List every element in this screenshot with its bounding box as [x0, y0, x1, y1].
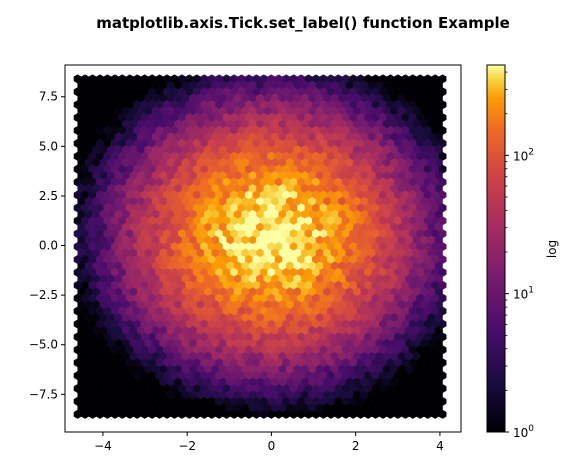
hexbin-cell [408, 409, 417, 419]
hexbin-cell [386, 409, 395, 419]
hexbin-cell [207, 409, 216, 419]
hexbin-cell [110, 409, 119, 419]
colorbar-label: log [545, 240, 559, 258]
hexbin-cell [252, 409, 261, 419]
hexbin-cell [438, 409, 447, 419]
hexbin-cell [259, 409, 268, 419]
axes-frame [64, 64, 462, 433]
y-tick-label: 7.5 [39, 90, 58, 104]
colorbar-tick-label: 101 [513, 286, 534, 302]
y-axis: −7.5 −5.0 −2.5 0.0 2.5 5.0 7.5 [29, 90, 65, 401]
hexbin-cell [81, 409, 90, 419]
chart-title: matplotlib.axis.Tick.set_label() functio… [96, 14, 510, 32]
colorbar-gradient [487, 65, 505, 432]
y-tick-label: 0.0 [39, 239, 58, 253]
hexbin-cell [118, 409, 127, 419]
hexbin-cell [125, 409, 134, 419]
hexbin-cell [319, 409, 328, 419]
hexbin-cell [282, 409, 291, 419]
hexbin-cell [416, 409, 425, 419]
colorbar-ticks: 100 101 102 [505, 71, 534, 440]
hexbin-cell [215, 409, 224, 419]
y-tick-label: −2.5 [29, 288, 58, 302]
hexbin-cell [140, 409, 149, 419]
hexbin-cells [73, 74, 447, 419]
hexbin-cell [230, 409, 238, 419]
hexbin-cell [163, 409, 171, 419]
x-tick-label: 4 [436, 439, 444, 453]
hexbin-cell [356, 409, 365, 419]
hexbin-cell [341, 409, 350, 419]
hexbin-cell [73, 409, 82, 419]
hexbin-cell [364, 409, 373, 419]
hexbin-cell [289, 409, 298, 419]
hexbin-cell [88, 409, 97, 419]
hexbin-cell [431, 409, 440, 419]
hexbin-cell [334, 409, 343, 419]
hexbin-cell [304, 409, 313, 419]
y-tick-label: 2.5 [39, 189, 58, 203]
x-tick-label: 0 [268, 439, 276, 453]
hexbin-cell [393, 409, 402, 419]
y-tick-label: −7.5 [29, 387, 58, 401]
x-tick-label: 2 [352, 439, 360, 453]
colorbar-tick-label: 100 [513, 424, 534, 440]
x-tick-label: −2 [178, 439, 196, 453]
hexbin-cell [96, 409, 104, 419]
colorbar-tick-label: 102 [513, 147, 534, 163]
hexbin-cell [274, 409, 283, 419]
colorbar: 100 101 102 log [486, 64, 559, 440]
hexbin-cell [185, 409, 194, 419]
hexbin-cell [312, 409, 320, 419]
hexbin-cell [133, 409, 142, 419]
hexbin-cell [237, 409, 246, 419]
hexbin-cell [155, 409, 164, 419]
x-axis: −4 −2 0 2 4 [94, 432, 444, 453]
hexbin-cell [349, 409, 358, 419]
hexbin-cell [371, 409, 380, 419]
x-tick-label: −4 [94, 439, 112, 453]
hexbin-cell [297, 409, 305, 419]
plot-area [64, 64, 462, 433]
hexbin-cell [103, 409, 112, 419]
hexbin-cell [326, 409, 335, 419]
hexbin-cell [177, 409, 186, 419]
colorbar-frame [486, 64, 506, 433]
hexbin-cell [192, 409, 201, 419]
hexbin-cell [148, 409, 157, 419]
hexbin-cell [401, 409, 410, 419]
y-tick-label: 5.0 [39, 139, 58, 153]
hexbin-cell [245, 409, 253, 419]
hexbin-cell [170, 409, 179, 419]
hexbin-cell [379, 409, 387, 419]
y-tick-label: −5.0 [29, 338, 58, 352]
hexbin-cell [222, 409, 231, 419]
hexbin-cell [267, 409, 276, 419]
hexbin-cell [200, 409, 209, 419]
hexbin-cell [423, 409, 432, 419]
